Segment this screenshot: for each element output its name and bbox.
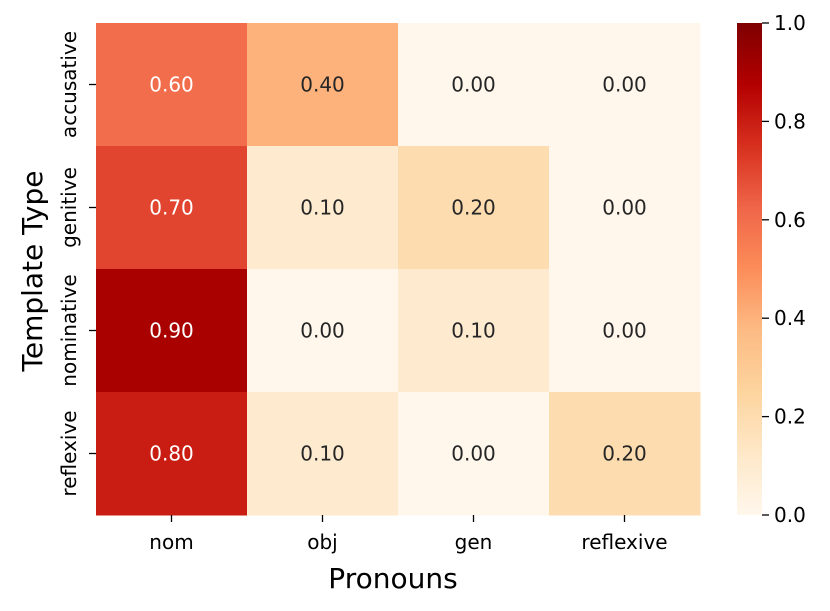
- colorbar-tick-label: 0.0: [774, 503, 806, 527]
- heatmap-cell-reflexive-gen: [398, 392, 550, 516]
- heatmap-cell-accusative-gen: [398, 23, 550, 147]
- heatmap-cell-genitive-reflexive: [549, 146, 701, 270]
- heatmap-cell-genitive-gen: [398, 146, 550, 270]
- heatmap-cell-accusative-obj: [247, 23, 399, 147]
- colorbar-tick-label: 0.6: [774, 208, 806, 232]
- cell-value-label: 0.00: [602, 319, 647, 343]
- colorbar-tick-label: 0.2: [774, 405, 806, 429]
- heatmap-cells: [96, 23, 701, 516]
- y-tick-label: genitive: [57, 167, 81, 248]
- heatmap-cell-reflexive-nom: [96, 392, 248, 516]
- heatmap-cell-nominative-nom: [96, 269, 248, 393]
- cell-value-label: 0.80: [149, 442, 194, 466]
- heatmap-cell-nominative-reflexive: [549, 269, 701, 393]
- colorbar-tick-label: 0.4: [774, 306, 806, 330]
- colorbar: 0.0 0.2 0.4 0.6 0.8 1.0: [737, 11, 806, 527]
- heatmap-cell-labels: 0.60 0.40 0.00 0.00 0.70 0.10 0.20 0.00 0.90 0.00…: [149, 73, 647, 466]
- cell-value-label: 0.40: [300, 73, 345, 97]
- cell-value-label: 0.20: [602, 442, 647, 466]
- heatmap-cell-accusative-reflexive: [549, 23, 701, 147]
- heatmap-cell-nominative-obj: [247, 269, 399, 393]
- heatmap-cell-nominative-gen: [398, 269, 550, 393]
- x-tick-label: nom: [149, 530, 193, 554]
- heatmap-cell-reflexive-reflexive: [549, 392, 701, 516]
- cell-value-label: 0.20: [451, 196, 496, 220]
- heatmap-cell-reflexive-obj: [247, 392, 399, 516]
- cell-value-label: 0.00: [602, 73, 647, 97]
- y-axis-title: Template Type: [16, 171, 49, 373]
- cell-value-label: 0.70: [149, 196, 194, 220]
- cell-value-label: 0.60: [149, 73, 194, 97]
- y-tick-label: accusative: [57, 31, 81, 138]
- cell-value-label: 0.00: [602, 196, 647, 220]
- cell-value-label: 0.90: [149, 319, 194, 343]
- heatmap-cell-accusative-nom: [96, 23, 248, 147]
- y-axis: accusative genitive nominative reflexive: [57, 31, 96, 497]
- cell-value-label: 0.00: [300, 319, 345, 343]
- x-tick-label: gen: [455, 530, 493, 554]
- x-tick-label: reflexive: [581, 530, 667, 554]
- cell-value-label: 0.10: [300, 442, 345, 466]
- colorbar-gradient: [737, 23, 762, 515]
- colorbar-tick-label: 1.0: [774, 11, 806, 35]
- colorbar-tick-label: 0.8: [774, 109, 806, 133]
- heatmap-cell-genitive-nom: [96, 146, 248, 270]
- x-axis: nom obj gen reflexive: [149, 515, 668, 554]
- cell-value-label: 0.00: [451, 442, 496, 466]
- y-tick-label: reflexive: [57, 410, 81, 496]
- cell-value-label: 0.10: [451, 319, 496, 343]
- heatmap-cell-genitive-obj: [247, 146, 399, 270]
- cell-value-label: 0.10: [300, 196, 345, 220]
- y-tick-label: nominative: [57, 274, 81, 386]
- cell-value-label: 0.00: [451, 73, 496, 97]
- x-tick-label: obj: [307, 530, 338, 554]
- x-axis-title: Pronouns: [328, 562, 457, 595]
